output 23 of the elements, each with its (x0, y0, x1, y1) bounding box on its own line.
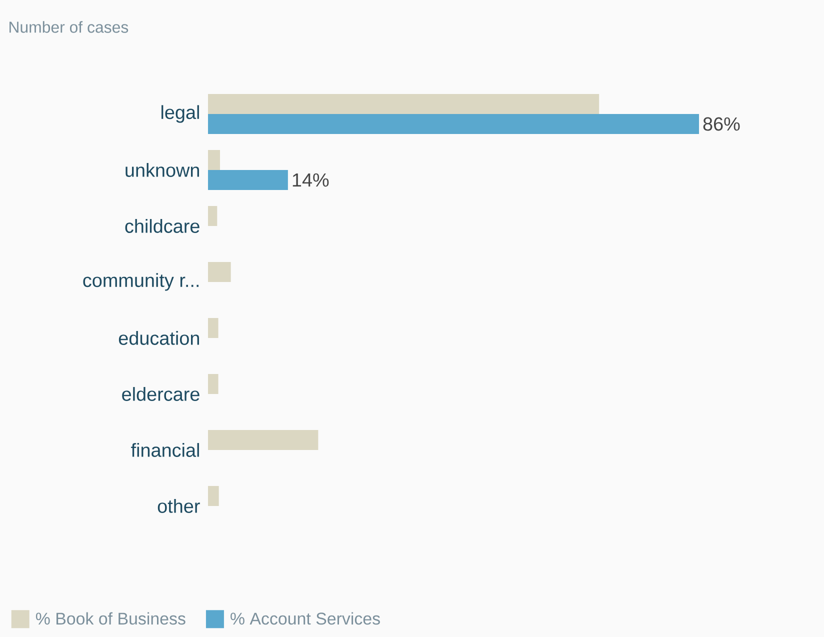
y-tick-label: other (158, 499, 200, 513)
bar (208, 430, 318, 450)
bar (208, 262, 231, 282)
data-label: 14% (292, 173, 329, 187)
bar (208, 206, 218, 226)
y-tick-label: unknown (126, 163, 199, 177)
data-label: 86% (703, 117, 740, 131)
bar (208, 374, 218, 394)
bar (208, 318, 218, 338)
bar (208, 486, 219, 506)
legend-label: % Account Services (230, 612, 380, 625)
y-tick-label: childcare (125, 219, 200, 233)
y-tick-label: legal (162, 105, 199, 123)
bar (208, 114, 699, 134)
legend-label: % Book of Business (36, 612, 186, 625)
y-tick-label: education (118, 331, 199, 345)
bar (208, 94, 600, 114)
y-tick-label: eldercare (122, 387, 200, 401)
text: Number of cases (10, 21, 128, 33)
y-tick-label: community r... (83, 273, 199, 291)
y-tick-label: financial (131, 443, 199, 457)
bar (208, 150, 220, 170)
bar (208, 170, 288, 190)
